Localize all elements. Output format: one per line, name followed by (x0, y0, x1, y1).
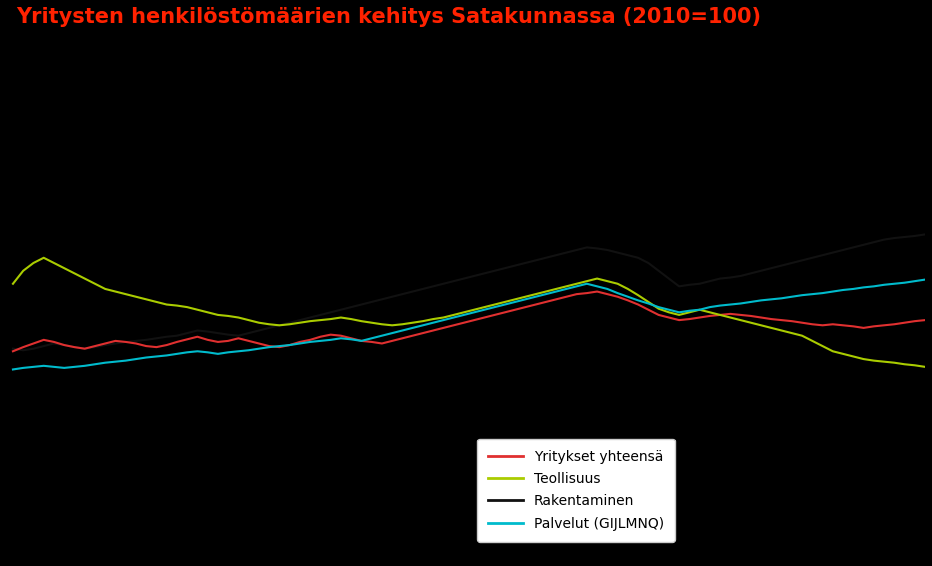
Palvelut (GIJLMNQ) (284, 342, 295, 349)
Palvelut (GIJLMNQ) (920, 276, 931, 283)
Yritykset yhteensä (776, 317, 788, 324)
Palvelut (GIJLMNQ) (766, 296, 777, 303)
Line: Rakentaminen: Rakentaminen (13, 234, 925, 350)
Palvelut (GIJLMNQ) (7, 366, 19, 373)
Yritykset yhteensä (797, 319, 808, 326)
Yritykset yhteensä (653, 311, 665, 318)
Palvelut (GIJLMNQ) (643, 300, 654, 307)
Yritykset yhteensä (889, 321, 900, 328)
Text: Yritysten henkilöstömäärien kehitys Satakunnassa (2010=100): Yritysten henkilöstömäärien kehitys Sata… (16, 7, 761, 27)
Rakentaminen (889, 235, 900, 242)
Rakentaminen (797, 257, 808, 264)
Line: Teollisuus: Teollisuus (13, 258, 925, 367)
Rakentaminen (920, 231, 931, 238)
Rakentaminen (653, 267, 665, 274)
Yritykset yhteensä (130, 340, 142, 347)
Rakentaminen (18, 347, 29, 354)
Teollisuus (141, 296, 152, 303)
Rakentaminen (776, 262, 788, 269)
Yritykset yhteensä (592, 288, 603, 295)
Teollisuus (653, 305, 665, 312)
Teollisuus (7, 280, 19, 287)
Line: Yritykset yhteensä: Yritykset yhteensä (13, 291, 925, 351)
Teollisuus (920, 363, 931, 370)
Legend: Yritykset yhteensä, Teollisuus, Rakentaminen, Palvelut (GIJLMNQ): Yritykset yhteensä, Teollisuus, Rakentam… (477, 439, 676, 542)
Palvelut (GIJLMNQ) (130, 355, 142, 362)
Rakentaminen (141, 336, 152, 343)
Yritykset yhteensä (284, 342, 295, 349)
Teollisuus (295, 319, 306, 326)
Palvelut (GIJLMNQ) (879, 281, 890, 288)
Teollisuus (776, 327, 788, 334)
Line: Palvelut (GIJLMNQ): Palvelut (GIJLMNQ) (13, 280, 925, 370)
Yritykset yhteensä (920, 317, 931, 324)
Teollisuus (797, 332, 808, 339)
Teollisuus (889, 359, 900, 366)
Palvelut (GIJLMNQ) (787, 293, 798, 300)
Yritykset yhteensä (7, 348, 19, 355)
Rakentaminen (7, 345, 19, 352)
Teollisuus (38, 254, 49, 261)
Rakentaminen (295, 317, 306, 324)
